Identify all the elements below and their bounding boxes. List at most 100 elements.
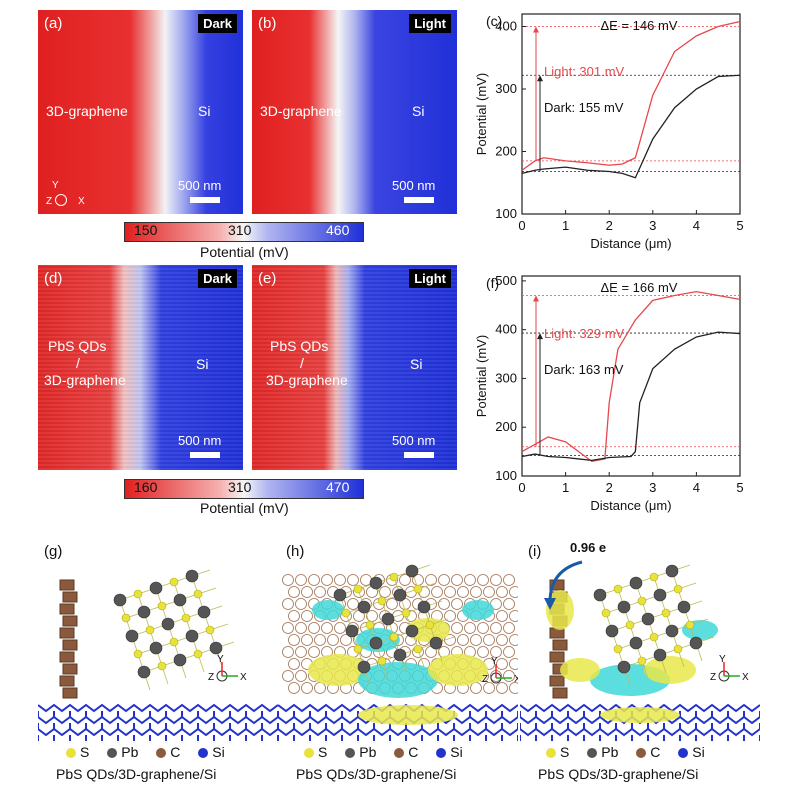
x-axis-label: Distance (μm) <box>590 236 671 251</box>
charge-density <box>312 600 344 620</box>
sulfur-atom <box>673 644 683 654</box>
sulfur-atom <box>661 608 671 618</box>
atom-legend-i: S Pb C Si <box>546 744 719 760</box>
axis-z-label: Z <box>482 674 488 685</box>
sulfur-dot-icon <box>546 748 556 759</box>
light-annotation: Light: 301 mV <box>544 64 625 79</box>
lead-atom <box>617 600 631 614</box>
y-tick-label: 100 <box>495 468 517 483</box>
graphene-sheet <box>62 663 78 675</box>
y-tick-label: 300 <box>495 81 517 96</box>
graphene-ring <box>457 586 469 598</box>
sulfur-atom <box>377 656 387 666</box>
carbon-dot-icon <box>636 748 647 759</box>
graphene-ring <box>288 634 300 646</box>
scale-text: 500 nm <box>392 178 436 193</box>
sulfur-atom <box>121 613 131 623</box>
sulfur-atom <box>625 620 635 630</box>
panel-label: (c) <box>486 13 502 29</box>
axis-x-label: X <box>514 674 518 685</box>
lead-atom <box>369 636 383 650</box>
graphene-ring <box>282 574 294 586</box>
graphene-ring <box>444 610 456 622</box>
sulfur-atom <box>353 644 363 654</box>
colorbar-tick: 150 <box>134 222 158 238</box>
map-d: (d) Dark PbS QDs / 3D-graphene Si 500 nm <box>38 265 243 470</box>
scale-text: 500 nm <box>392 433 436 448</box>
graphene-ring <box>282 670 294 682</box>
si-lattice <box>38 715 278 725</box>
chart-f: 0 1 2 3 4 5 100 200 300 400 500 Distance (μm) Potent… <box>474 273 744 513</box>
y-tick-label: 200 <box>495 419 517 434</box>
carbon-dot-icon <box>156 748 167 759</box>
x-tick-label: 2 <box>606 218 613 233</box>
axis-z-label: Z <box>710 672 716 683</box>
panel-label-i: (i) <box>528 543 542 560</box>
graphene-ring <box>509 610 518 622</box>
sulfur-atom <box>601 608 611 618</box>
lead-atom <box>593 588 607 602</box>
lead-atom <box>405 624 419 638</box>
sulfur-atom <box>133 589 143 599</box>
graphene-ring <box>295 622 307 634</box>
lead-dot-icon <box>345 748 356 759</box>
plot-frame <box>521 275 741 477</box>
lead-atom <box>197 605 211 619</box>
axes-icon: YZ X <box>710 654 749 683</box>
charge-density <box>644 656 696 684</box>
lead-atom <box>393 588 407 602</box>
panel-label: (a) <box>44 15 63 32</box>
panel-label: (d) <box>44 270 63 287</box>
lead-atom <box>665 624 679 638</box>
graphene-ring <box>490 646 502 658</box>
graphene-ring <box>314 634 326 646</box>
series-line <box>521 290 741 463</box>
series-line <box>521 74 741 179</box>
atom-legend-g: S Pb C Si <box>66 744 239 760</box>
y-tick-label: 100 <box>495 206 517 221</box>
lead-atom <box>677 600 691 614</box>
sulfur-atom <box>413 644 423 654</box>
graphene-sheet <box>59 651 75 663</box>
axis-x-label: X <box>742 672 749 683</box>
lead-atom <box>429 636 443 650</box>
graphene-sheet <box>549 675 565 687</box>
si-lattice <box>278 727 518 737</box>
graphene-ring <box>477 622 489 634</box>
colorbar-top <box>124 222 364 242</box>
graphene-ring <box>451 598 463 610</box>
sulfur-atom <box>637 656 647 666</box>
lead-atom <box>185 629 199 643</box>
scale-bar <box>404 197 434 203</box>
si-label: Si <box>410 356 423 372</box>
map-e: (e) Light PbS QDs / 3D-graphene Si 500 n… <box>252 265 457 470</box>
graphene-ring <box>496 586 508 598</box>
y-tick-label: 300 <box>495 370 517 385</box>
graphene-sheet <box>59 627 75 639</box>
map-b: (b) Light 3D-graphene Si 500 nm <box>252 10 457 214</box>
graphene-ring <box>301 634 313 646</box>
graphene-ring <box>347 574 359 586</box>
graphene-ring <box>314 586 326 598</box>
graphene-ring <box>509 682 518 694</box>
y-axis-label: Potential (mV) <box>474 335 489 417</box>
charge-density <box>428 654 488 686</box>
graphene-ring <box>503 670 515 682</box>
axis-x-label: X <box>240 672 247 683</box>
slash-label: / <box>300 355 304 371</box>
graphene-sheet <box>59 675 75 687</box>
lead-atom <box>653 588 667 602</box>
x-tick-label: 4 <box>693 218 700 233</box>
light-annotation: Light: 329 mV <box>544 326 625 341</box>
light-tag: Light <box>409 14 451 33</box>
lead-atom <box>393 648 407 662</box>
graphene-ring <box>470 634 482 646</box>
sulfur-atom <box>389 572 399 582</box>
charge-density <box>358 705 458 725</box>
delta-annotation: ΔE = 166 mV <box>601 280 678 295</box>
caption-h: PbS QDs/3D-graphene/Si <box>296 766 457 782</box>
sulfur-atom <box>673 584 683 594</box>
sulfur-atom <box>145 625 155 635</box>
graphene-ring <box>288 586 300 598</box>
graphene-ring <box>425 574 437 586</box>
